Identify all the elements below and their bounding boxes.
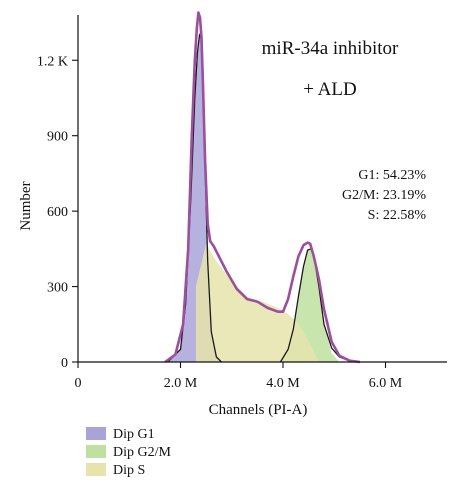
- chart-title-line-1: miR-34a inhibitor: [262, 38, 399, 59]
- legend: Dip G1 Dip G2/M Dip S: [86, 427, 172, 478]
- x-tick-label: 2.0 M: [164, 376, 198, 391]
- y-tick-label: 1.2 K: [37, 54, 68, 69]
- phase-percentage-label: G1: 54.23%: [358, 168, 426, 183]
- ticks-layer: 0 300 600 900 1.2 K 0 2.0 M 4.0 M 6.0 M: [37, 54, 403, 391]
- line-layer: [164, 11, 361, 364]
- dip-s-legend-label: Dip S: [113, 463, 145, 478]
- dip-g1-legend-swatch: [86, 427, 106, 440]
- dip-g1-legend-label: Dip G1: [113, 427, 155, 442]
- y-tick-label: 300: [47, 281, 68, 296]
- chart-title-line-2: + ALD: [303, 79, 356, 100]
- phase-percentage-label: G2/M: 23.19%: [342, 188, 426, 203]
- y-tick-label: 900: [47, 130, 68, 145]
- phase-percentage-label: S: 22.58%: [368, 208, 427, 223]
- x-tick-label: 6.0 M: [369, 376, 403, 391]
- percent-annotations: G1: 54.23% G2/M: 23.19% S: 22.58%: [342, 168, 426, 223]
- dip-g2-m-legend-label: Dip G2/M: [113, 445, 172, 460]
- y-axis-label: Number: [18, 181, 34, 230]
- measured-histogram-line: [164, 11, 361, 364]
- dip-s-legend-swatch: [86, 463, 106, 476]
- y-tick-label: 600: [47, 205, 68, 220]
- y-tick-label: 0: [61, 356, 68, 371]
- x-tick-label: 4.0 M: [266, 376, 300, 391]
- x-axis-label: Channels (PI-A): [209, 402, 308, 418]
- x-tick-label: 0: [75, 376, 82, 391]
- dip-g2-m-legend-swatch: [86, 445, 106, 458]
